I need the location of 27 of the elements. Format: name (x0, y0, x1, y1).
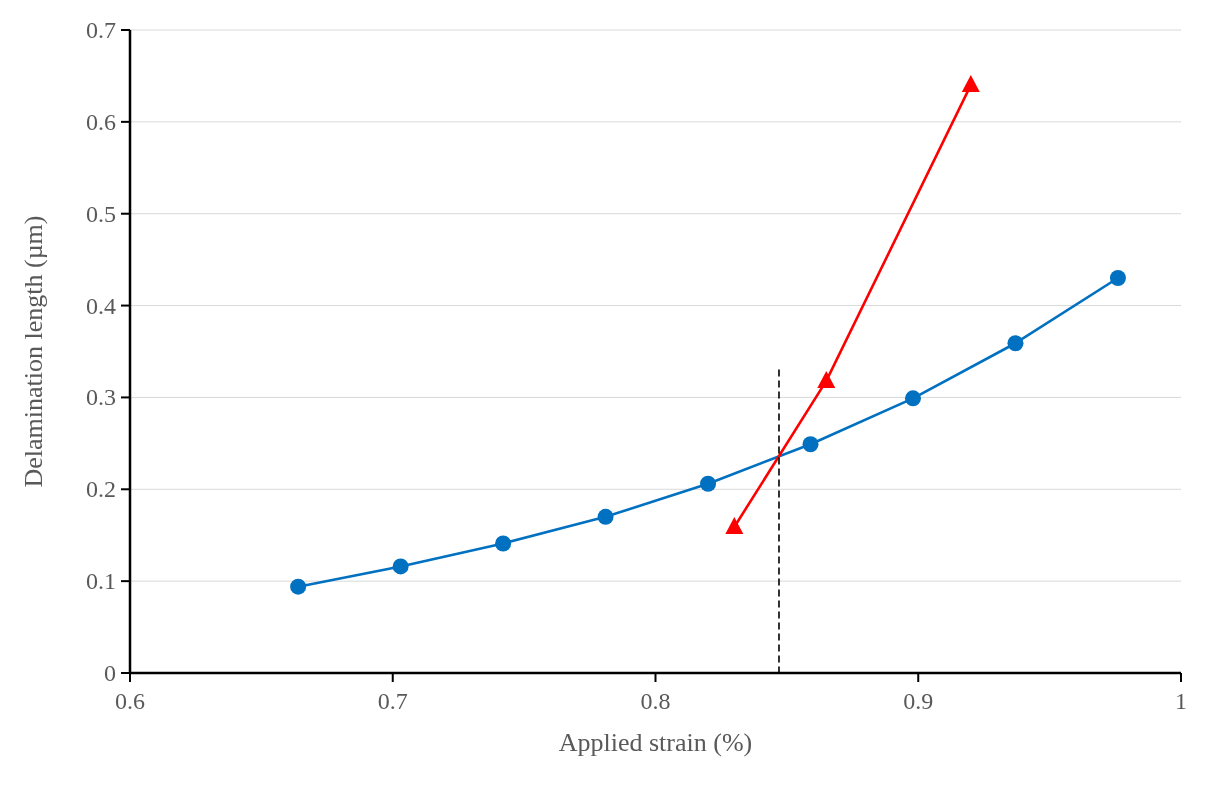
point (817, 370, 836, 388)
y-tick-label: 0.6 (86, 108, 116, 135)
point (802, 436, 819, 453)
point (905, 390, 921, 407)
x-tick-label: 0.6 (115, 688, 145, 714)
point (961, 75, 980, 93)
y-tick-label: 0.3 (86, 384, 116, 411)
point (392, 558, 409, 575)
point (700, 475, 717, 492)
x-tick-label: 0.9 (903, 688, 934, 714)
x-tick-label: 1 (1175, 688, 1187, 714)
y-tick-label: 0.4 (86, 292, 116, 319)
point (290, 578, 307, 595)
x-tick-label: 0.7 (377, 688, 408, 714)
point (495, 535, 512, 552)
point (1007, 335, 1024, 352)
x-axis-title: Applied strain (%) (558, 728, 753, 757)
y-tick-label: 0 (104, 660, 116, 686)
y-axis-title: Delamination length (µm) (19, 215, 48, 488)
x-tick-label: 0.8 (640, 688, 671, 714)
point (1109, 270, 1126, 287)
y-tick-label: 0.2 (86, 476, 116, 503)
y-tick-label: 0.7 (86, 17, 116, 43)
point (597, 508, 614, 525)
y-tick-label: 0.5 (86, 200, 116, 227)
point (725, 516, 744, 534)
y-tick-label: 0.1 (86, 568, 116, 595)
